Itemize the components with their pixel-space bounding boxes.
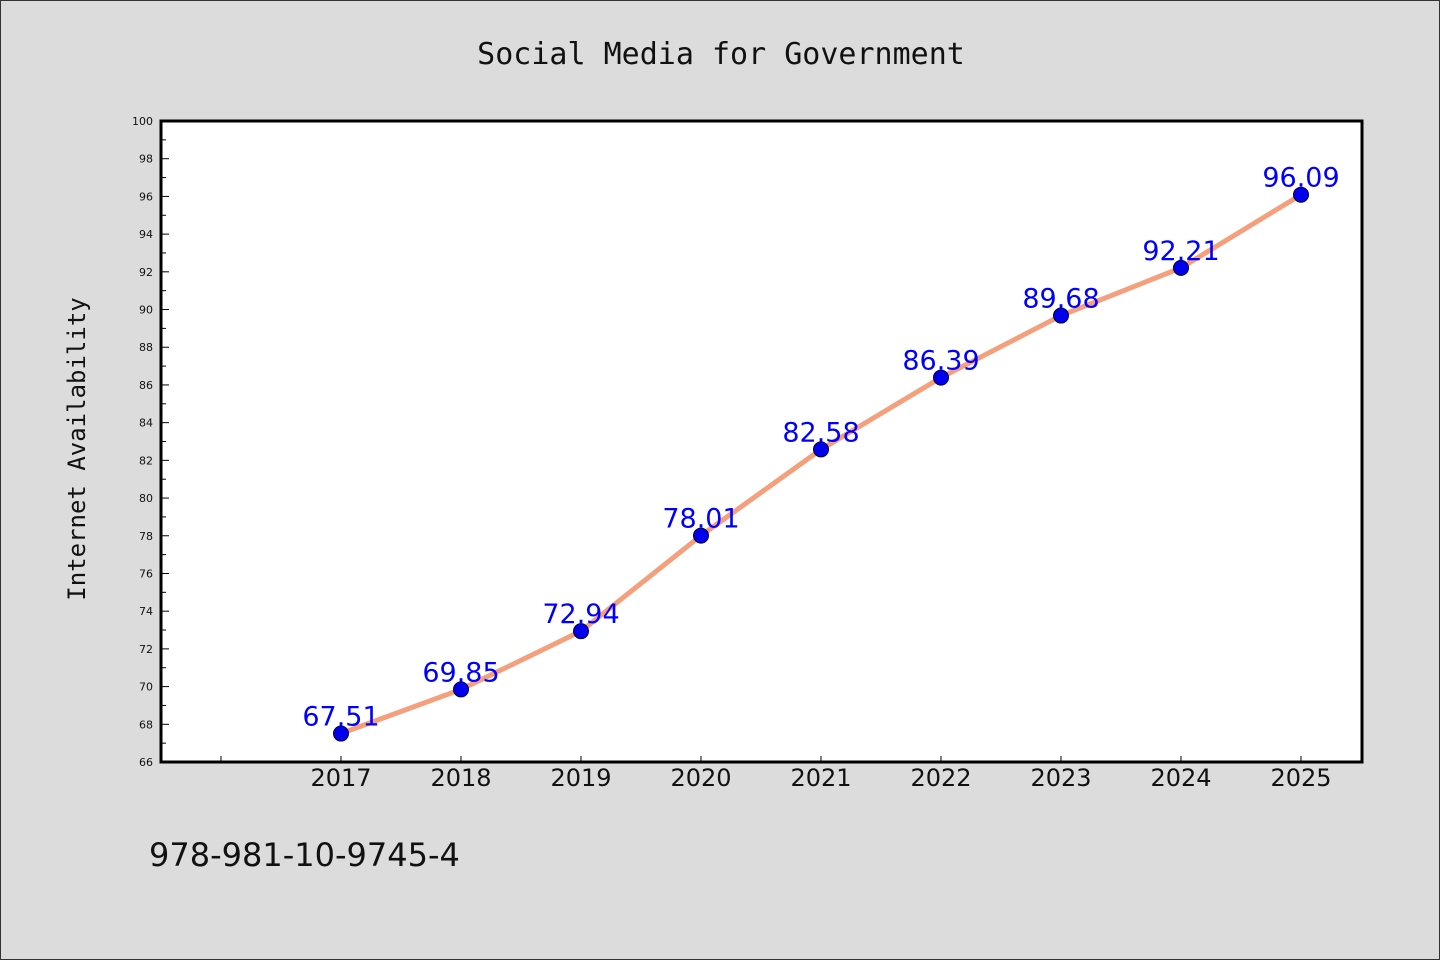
data-value-label: 69.85 [422, 657, 499, 688]
y-tick-label: 82 [139, 454, 153, 467]
data-point-marker [573, 623, 589, 640]
series-group: 67.51 69.85 72.94 78.01 82.58 86.39 89.68 92.21… [302, 163, 1340, 742]
y-tick-label: 66 [139, 756, 153, 769]
y-tick-label: 72 [139, 643, 153, 656]
data-value-label: 78.01 [662, 504, 739, 535]
y-tick-label: 90 [139, 304, 153, 317]
x-axis-ticks: 2017 2018 2019 2020 2021 2022 2023 2024 2025 [220, 756, 1332, 792]
footer-isbn: 978-981-10-9745-4 [149, 836, 460, 874]
data-value-label: 67.51 [302, 702, 379, 733]
y-axis-label: Internet Availability [63, 297, 91, 600]
y-tick-label: 86 [139, 379, 153, 392]
plot-area [159, 119, 1364, 764]
y-tick-label: 74 [139, 605, 153, 618]
data-value-label: 96.09 [1262, 163, 1339, 194]
y-tick-label: 84 [139, 417, 153, 430]
data-point-marker [933, 369, 949, 386]
x-tick-label: 2017 [310, 764, 371, 792]
data-point-marker [453, 681, 469, 698]
x-tick-label: 2022 [910, 764, 971, 792]
data-point-marker [1293, 186, 1309, 203]
y-tick-label: 70 [139, 681, 153, 694]
x-tick-label: 2023 [1030, 764, 1091, 792]
y-tick-label: 98 [139, 153, 153, 166]
data-value-label: 92.21 [1142, 236, 1219, 267]
chart-title: Social Media for Government [477, 37, 965, 72]
y-tick-label: 100 [132, 115, 153, 128]
x-tick-label: 2021 [790, 764, 851, 792]
x-tick-label: 2025 [1270, 764, 1331, 792]
y-tick-label: 88 [139, 341, 153, 354]
data-value-label: 72.94 [542, 599, 619, 630]
x-tick-label: 2019 [550, 764, 611, 792]
data-point-marker [813, 441, 829, 458]
y-tick-label: 68 [139, 718, 153, 731]
data-point-marker [333, 725, 349, 742]
data-point-marker [693, 527, 709, 544]
data-value-label: 89.68 [1022, 284, 1099, 315]
y-tick-label: 94 [139, 228, 153, 241]
y-tick-label: 96 [139, 190, 153, 203]
x-tick-label: 2024 [1150, 764, 1211, 792]
data-value-label: 86.39 [902, 346, 979, 377]
y-tick-label: 78 [139, 530, 153, 543]
x-tick-label: 2018 [430, 764, 491, 792]
data-value-label: 82.58 [782, 417, 859, 448]
y-axis-ticks: 66 68 70 72 74 76 78 80 82 84 86 88 90 92 94 96 98 100 [132, 115, 169, 769]
y-tick-label: 76 [139, 567, 153, 580]
data-point-marker [1173, 259, 1189, 276]
data-point-marker [1053, 307, 1069, 324]
y-tick-label: 80 [139, 492, 153, 505]
x-tick-label: 2020 [670, 764, 731, 792]
y-tick-label: 92 [139, 266, 153, 279]
